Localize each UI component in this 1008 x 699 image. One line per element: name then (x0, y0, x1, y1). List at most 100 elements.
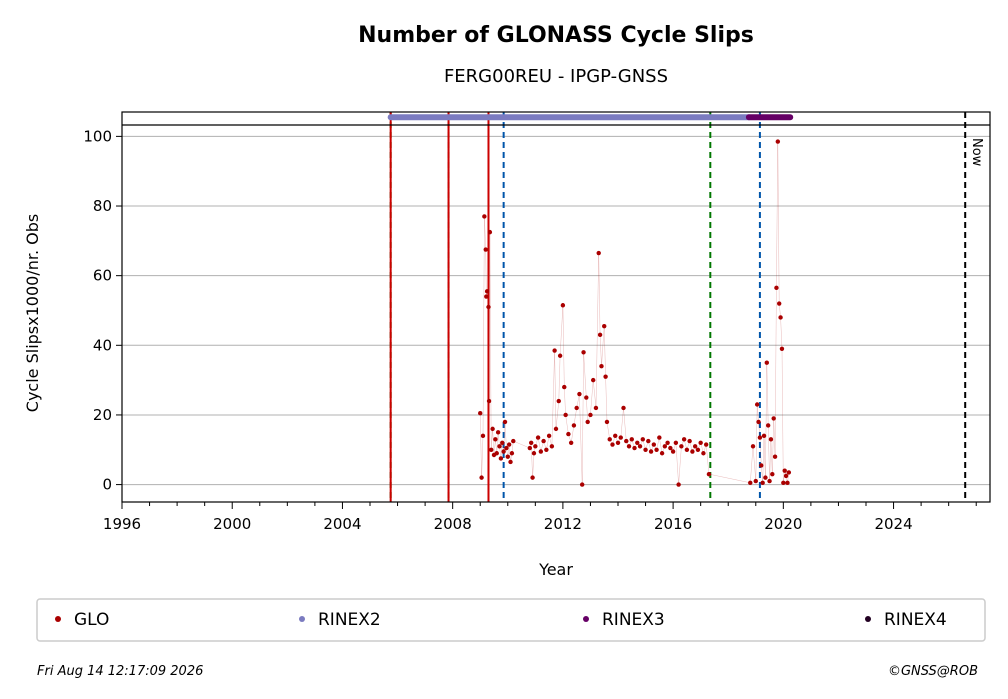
glo-point (584, 395, 589, 400)
glo-point (657, 435, 662, 440)
legend-marker (55, 616, 61, 622)
glo-point (781, 480, 786, 486)
glo-point (668, 445, 673, 451)
glo-point (502, 419, 508, 425)
glo-point (511, 438, 516, 444)
glo-point (604, 419, 610, 425)
glo-point (560, 303, 566, 308)
y-axis-label: Cycle Slipsx1000/nr. Obs (23, 214, 42, 412)
glo-point (754, 402, 760, 407)
glo-point (701, 451, 706, 456)
glo-point (695, 447, 701, 452)
x-tick-label: 2000 (213, 515, 251, 533)
glo-point (486, 398, 492, 404)
glo-point (610, 442, 615, 447)
glo-trace (480, 141, 789, 485)
glo-point (613, 433, 618, 439)
legend-label: RINEX4 (884, 610, 947, 630)
glo-point (494, 451, 499, 456)
glo-point (562, 384, 567, 390)
glo-point (553, 426, 559, 432)
glo-point (591, 377, 596, 383)
glo-point (637, 444, 643, 449)
glo-point (549, 444, 555, 449)
glo-point (607, 437, 612, 442)
glo-point (629, 437, 634, 442)
glo-point (760, 480, 765, 486)
glo-point (651, 442, 657, 447)
glo-point (508, 459, 513, 465)
glo-point (541, 438, 546, 444)
glo-point (679, 444, 684, 449)
y-tick-label: 40 (93, 336, 112, 354)
glo-point (765, 423, 771, 428)
glo-point (495, 430, 501, 435)
glo-point (764, 360, 769, 365)
glo-point (703, 442, 709, 447)
glo-point (581, 350, 586, 355)
glo-point (646, 438, 651, 444)
glo-point (643, 447, 648, 452)
glo-point (482, 214, 487, 219)
glo-point (662, 444, 668, 449)
glo-point (763, 475, 768, 480)
glo-point (577, 391, 582, 397)
glo-point (478, 411, 483, 416)
glo-point (783, 473, 789, 479)
glo-point (602, 323, 607, 329)
glo-point (624, 438, 629, 444)
glo-point (786, 470, 792, 475)
glo-point (497, 444, 502, 449)
glo-point (504, 445, 509, 451)
glo-points (478, 139, 792, 487)
glo-point (535, 435, 541, 440)
glo-point (618, 435, 623, 440)
glo-point (579, 482, 585, 487)
glo-point (698, 440, 703, 446)
y-tick-label: 80 (93, 197, 112, 215)
x-tick-label: 2016 (654, 515, 692, 533)
glo-point (505, 454, 510, 459)
legend-marker (865, 616, 871, 622)
axes: 0 20 40 60 80 100 1996 2000 2004 2008 2012 2016 2020… (83, 111, 991, 533)
glo-point (759, 463, 764, 468)
glo-point (506, 442, 512, 447)
glo-point (775, 139, 781, 144)
glo-point (552, 348, 557, 353)
glo-point (687, 438, 692, 444)
glo-point (774, 285, 779, 291)
glo-point (479, 475, 484, 480)
glo-point (684, 447, 690, 452)
chart-subtitle: FERG00REU - IPGP-GNSS (444, 66, 668, 87)
glo-point (527, 445, 533, 451)
glo-point (487, 229, 493, 235)
glo-point (681, 437, 687, 442)
glo-point (767, 478, 772, 484)
glo-point (501, 449, 506, 454)
glo-point (768, 437, 774, 442)
glo-point (563, 412, 568, 418)
vertical-markers: Now (389, 112, 984, 502)
glo-point (544, 447, 549, 452)
chart-title: Number of GLONASS Cycle Slips (358, 23, 754, 48)
glo-point (557, 353, 563, 358)
glo-point (692, 444, 698, 449)
glo-point (530, 475, 535, 480)
glo-point (546, 433, 552, 439)
glo-point (654, 447, 659, 452)
legend-label: RINEX3 (602, 610, 665, 630)
glo-point (599, 363, 604, 369)
glo-point (480, 433, 486, 439)
glo-point (596, 250, 601, 256)
glo-point (531, 451, 537, 456)
glo-point (556, 398, 561, 404)
glo-point (756, 419, 761, 425)
glo-point (676, 482, 681, 487)
glo-point (529, 440, 534, 446)
legend-marker (583, 616, 589, 622)
glo-point (770, 471, 775, 477)
glo-point (483, 247, 488, 252)
glo-point (753, 478, 758, 484)
legend-label: GLO (74, 610, 109, 630)
legend-box (36, 598, 986, 642)
